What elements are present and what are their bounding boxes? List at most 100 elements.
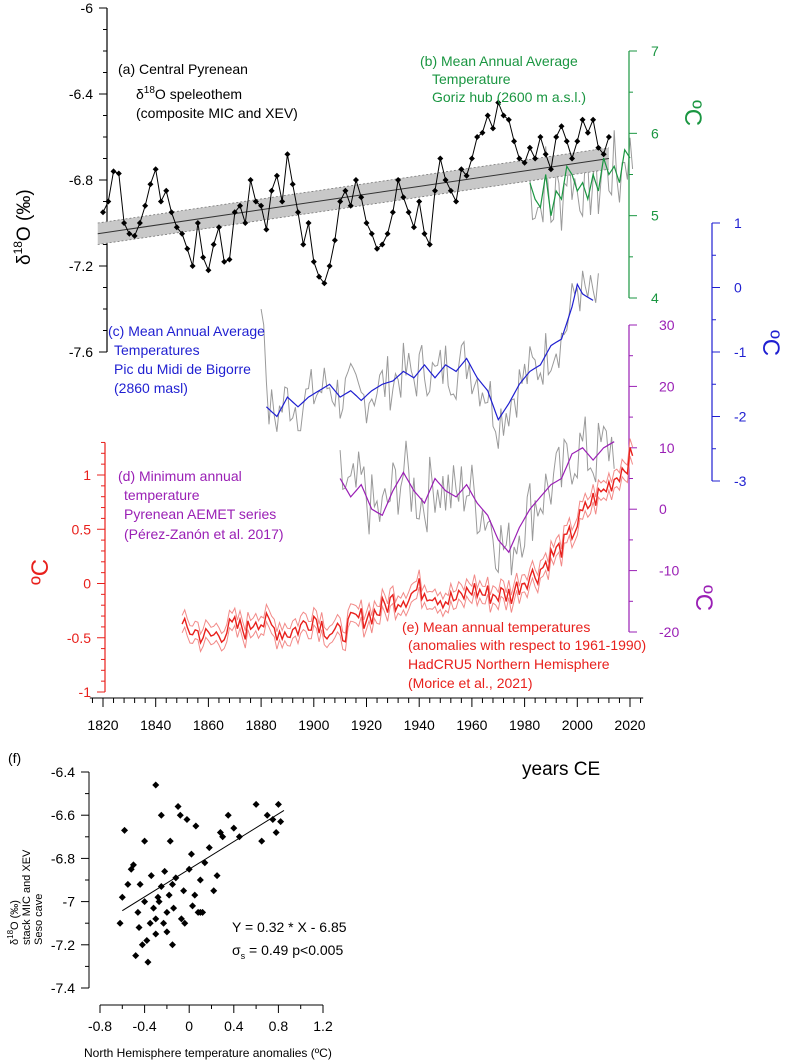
label-e-line3: HadCRU5 Northern Hemisphere xyxy=(408,656,610,672)
d18o-data-point xyxy=(374,245,381,252)
scatter-point xyxy=(157,811,165,819)
goriz-tick-label: 5 xyxy=(651,208,659,224)
d18o-data-point xyxy=(310,258,317,265)
d18o-data-point xyxy=(447,187,454,194)
hadcru-tick-label: -0.5 xyxy=(67,630,91,646)
d18o-data-point xyxy=(500,112,507,119)
d18o-data-point xyxy=(126,230,133,237)
scatter-point xyxy=(192,822,200,830)
goriz-axis-title: ºC xyxy=(679,100,706,126)
d18o-data-point xyxy=(179,230,186,237)
d18o-data-point xyxy=(231,209,238,216)
d18o-data-point xyxy=(163,187,170,194)
hadcru-tick-label: 1 xyxy=(83,467,91,483)
d18o-data-point xyxy=(305,220,312,226)
label-e-line1: (e) Mean annual temperatures xyxy=(402,619,590,635)
scatter-xlabel: North Hemisphere temperature anomalies (… xyxy=(84,1046,332,1060)
pic-axis-title: ºC xyxy=(757,330,784,356)
scatter-point xyxy=(224,811,232,819)
scatter-point xyxy=(210,887,218,895)
label-c-line1: (c) Mean Annual Average xyxy=(108,323,265,339)
d18o-data-point xyxy=(115,170,122,177)
d18o-data-point xyxy=(526,144,533,151)
hadcru-tick-label: -1 xyxy=(79,684,92,700)
d18o-data-point xyxy=(453,198,460,205)
scatter-point xyxy=(189,902,197,910)
scatter-point xyxy=(183,816,191,824)
scatter-point xyxy=(205,844,213,852)
scatter-point xyxy=(176,811,184,819)
d18o-tick-label: -7.6 xyxy=(69,344,93,360)
scatter-point xyxy=(258,837,266,845)
scatter-y-tick-label: -7 xyxy=(63,894,76,910)
scatter-point xyxy=(118,893,126,901)
aemet-tick-label: 10 xyxy=(659,440,675,456)
scatter-x-tick-label: -0.8 xyxy=(88,1018,112,1034)
d18o-data-point xyxy=(479,129,486,136)
d18o-data-point xyxy=(521,159,528,166)
scatter-point xyxy=(134,908,142,916)
d18o-data-point xyxy=(358,194,365,201)
d18o-data-point xyxy=(579,116,586,123)
goriz-tick-label: 4 xyxy=(651,290,659,306)
d18o-data-point xyxy=(194,220,201,226)
d18o-data-point xyxy=(463,172,470,179)
d18o-tick-label: -6.4 xyxy=(69,86,93,102)
panel-f-label: (f) xyxy=(8,750,21,766)
x-tick-label: 1860 xyxy=(193,717,224,733)
d18o-data-point xyxy=(484,112,491,119)
d18o-data-point xyxy=(284,151,291,158)
scatter-x-tick-label: -0.4 xyxy=(133,1018,157,1034)
scatter-y-tick-label: -6.4 xyxy=(51,764,75,780)
scatter-point xyxy=(174,803,182,811)
scatter-y-tick-label: -6.6 xyxy=(51,807,75,823)
aemet-raw-line xyxy=(339,416,615,576)
scatter-panel: -6.4 -6.6 -6.8 -7 -7.2 -7.4 -0.8 -0.4 0 0.4 0.8 1.2 xyxy=(51,764,333,1034)
d18o-data-point xyxy=(553,134,560,140)
scatter-point xyxy=(187,850,195,858)
d18o-data-point xyxy=(152,166,159,173)
d18o-data-point xyxy=(395,177,402,183)
scatter-point xyxy=(196,876,204,884)
d18o-axis-title: δ18O (‰) xyxy=(11,189,35,265)
scatter-point xyxy=(135,924,143,932)
pic-tick-label: 1 xyxy=(734,215,742,231)
label-a-line2: δ18O speleothem xyxy=(136,85,242,102)
d18o-tick-label: -7.2 xyxy=(69,258,93,274)
aemet-series-line xyxy=(339,441,615,554)
scatter-point xyxy=(252,800,260,808)
aemet-tick-label: -10 xyxy=(659,563,679,579)
d18o-data-point xyxy=(200,254,207,261)
d18o-data-point xyxy=(289,181,296,188)
label-d-line4: (Pérez-Zanón et al. 2017) xyxy=(124,526,284,542)
d18o-data-point xyxy=(384,230,391,237)
label-a-line1: (a) Central Pyrenean xyxy=(118,61,248,77)
d18o-data-point xyxy=(184,245,191,252)
d18o-data-point xyxy=(595,144,602,151)
scatter-point xyxy=(152,930,160,938)
d18o-data-point xyxy=(474,134,481,140)
d18o-data-point xyxy=(205,267,212,274)
scatter-point xyxy=(196,908,204,916)
scatter-point xyxy=(129,861,137,869)
scatter-y-tick-label: -6.8 xyxy=(51,850,75,866)
goriz-series-line xyxy=(529,148,631,216)
hadcru-tick-label: 0.5 xyxy=(72,521,92,537)
d18o-data-point xyxy=(569,155,576,162)
d18o-data-point xyxy=(157,198,164,205)
pic-tick-label: -2 xyxy=(734,409,747,425)
label-c: (c) Mean Annual Average Temperatures Pic… xyxy=(108,323,265,396)
d18o-data-point xyxy=(537,134,544,140)
scatter-point xyxy=(185,865,193,873)
scatter-x-tick-label: 0.8 xyxy=(269,1018,289,1034)
x-tick-label: 1820 xyxy=(87,717,118,733)
label-d-line1: (d) Minimum annual xyxy=(118,468,242,484)
d18o-data-point xyxy=(268,187,275,194)
x-tick-label: 1940 xyxy=(404,717,435,733)
d18o-data-point xyxy=(389,209,396,216)
d18o-data-point xyxy=(458,166,465,173)
scatter-point xyxy=(138,941,146,949)
d18o-data-point xyxy=(410,224,417,231)
d18o-data-point xyxy=(416,198,423,205)
